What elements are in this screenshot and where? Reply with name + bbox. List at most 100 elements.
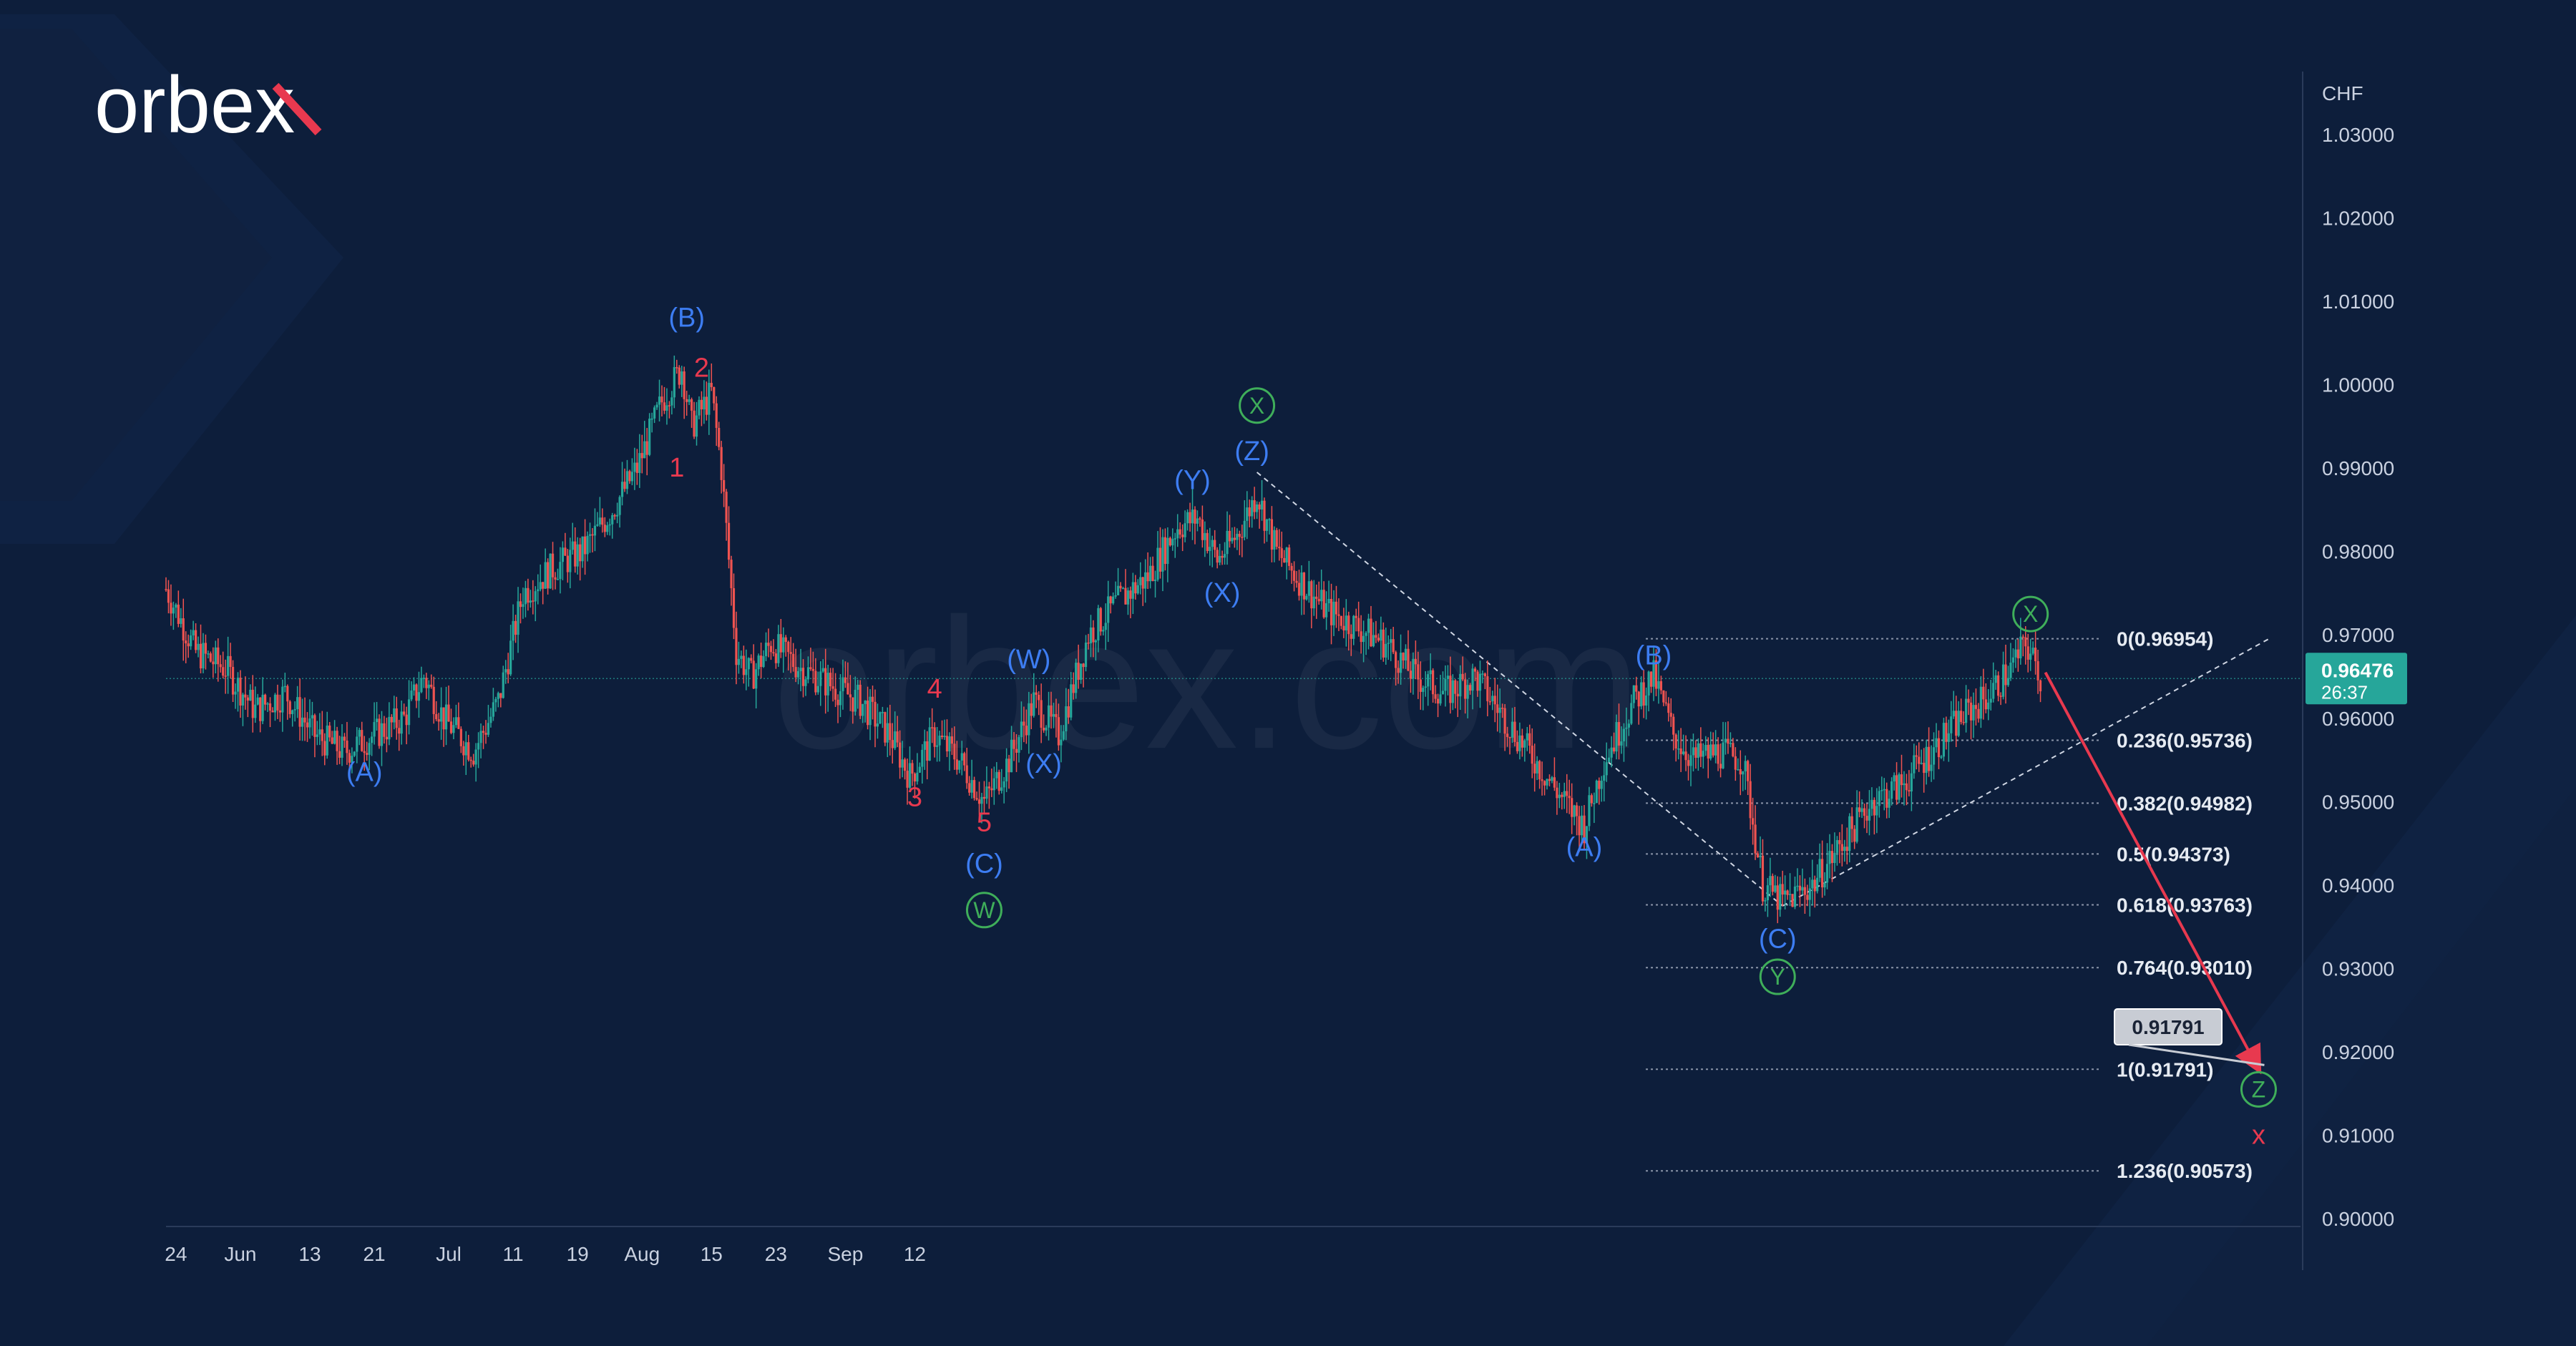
candle-body	[1000, 787, 1003, 791]
candle-body	[1556, 787, 1558, 799]
candle-body	[1771, 876, 1774, 892]
candle-body	[1263, 500, 1266, 531]
candle-body	[1446, 676, 1450, 679]
target-price-pointer	[2128, 1043, 2265, 1066]
candle-body	[1694, 747, 1697, 759]
candle-body	[1625, 727, 1628, 729]
candle-body	[829, 673, 832, 687]
candle-body	[1637, 691, 1640, 707]
candle-body	[1417, 664, 1420, 680]
candle-body	[950, 736, 954, 744]
candle-body	[1952, 711, 1955, 717]
candle-body	[1444, 678, 1447, 691]
candle-body	[1875, 806, 1878, 816]
fib-level-label: 0.618(0.93763)	[2117, 894, 2253, 916]
candle-body	[866, 701, 869, 726]
candle-body	[1865, 816, 1868, 821]
candle-body	[588, 534, 592, 536]
candle-body	[899, 742, 902, 768]
candle-body	[462, 746, 465, 756]
candle-body	[1176, 529, 1179, 539]
wave-label: (C)	[1759, 925, 1797, 955]
candle-body	[645, 441, 648, 455]
candle-body	[1928, 746, 1931, 771]
background-decoration	[0, 14, 2576, 1346]
candle-body	[1102, 630, 1105, 632]
candle-body	[1521, 735, 1523, 748]
candle-body	[1134, 582, 1137, 594]
candle-body	[301, 717, 304, 727]
candle-body	[343, 736, 346, 741]
candle-body	[412, 684, 416, 691]
candle-body	[375, 718, 379, 723]
candle-body	[1808, 888, 1811, 900]
candle-body	[442, 707, 445, 730]
candle-body	[1483, 673, 1486, 677]
candle-body	[1079, 663, 1083, 681]
candle-body	[1060, 739, 1063, 746]
candle-body	[1380, 629, 1382, 641]
candle-body	[227, 655, 230, 676]
candle-body	[1191, 509, 1194, 524]
candle-body	[452, 725, 455, 733]
candle-body	[246, 697, 249, 701]
candle-body	[547, 562, 550, 589]
candle-body	[1087, 643, 1090, 644]
candle-body	[665, 405, 668, 411]
candle-body	[224, 676, 227, 677]
candle-body	[1251, 500, 1254, 517]
candle-body	[1107, 596, 1110, 623]
wave-circle-marker	[2012, 595, 2049, 633]
candle-body	[1144, 572, 1147, 589]
wave-label: (Z)	[1234, 437, 1269, 467]
candle-body	[831, 686, 834, 689]
candle-body	[427, 684, 430, 688]
candle-body	[653, 407, 656, 419]
candle-body	[1089, 627, 1093, 644]
candle-body	[1845, 847, 1848, 852]
candle-body	[444, 704, 448, 730]
candle-body	[1355, 615, 1357, 618]
candle-body	[1766, 885, 1769, 901]
candle-body	[326, 725, 328, 756]
candle-body	[911, 763, 914, 774]
candle-body	[1796, 885, 1799, 887]
candle-body	[1317, 598, 1320, 602]
candle-body	[690, 399, 693, 411]
y-tick-label: 0.94000	[2322, 874, 2394, 897]
candle-body	[1536, 761, 1538, 774]
candle-body	[1756, 853, 1760, 858]
candle-body	[1825, 864, 1829, 883]
candle-body	[1146, 572, 1149, 582]
candle-body	[1399, 653, 1402, 673]
candle-body	[229, 655, 232, 668]
candle-body	[876, 723, 879, 727]
dashed-trendline	[1256, 472, 1783, 907]
candle-body	[497, 693, 499, 699]
candle-body	[618, 497, 621, 515]
candle-body	[1278, 547, 1281, 549]
candle-body	[1989, 698, 1992, 703]
candle-body	[757, 655, 760, 670]
candle-body	[1501, 708, 1504, 709]
candle-body	[1231, 537, 1234, 542]
candle-body	[1407, 648, 1410, 671]
candle-body	[316, 734, 318, 737]
candle-body	[1920, 762, 1923, 764]
wave-label: 3	[907, 782, 922, 812]
candle-body	[1578, 816, 1581, 836]
candle-body	[1451, 680, 1454, 703]
candle-body	[202, 643, 205, 669]
candle-body	[479, 731, 482, 743]
candle-body	[1972, 705, 1975, 721]
candle-body	[1516, 741, 1519, 751]
candle-body	[1038, 694, 1040, 701]
candle-body	[683, 371, 686, 399]
candle-body	[499, 693, 502, 698]
candle-body	[796, 670, 800, 678]
candle-body	[799, 668, 802, 671]
candle-body	[963, 753, 966, 766]
candle-body	[1664, 702, 1667, 704]
candle-body	[1617, 722, 1621, 746]
candle-body	[1714, 744, 1717, 756]
